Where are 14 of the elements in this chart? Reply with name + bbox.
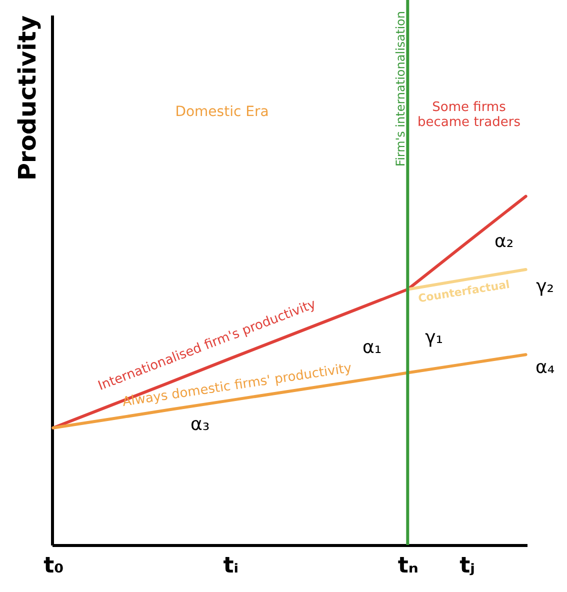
text: α₄ <box>535 357 555 378</box>
x-tick-label: t₀ <box>44 554 64 578</box>
text: Domestic Era <box>175 104 269 120</box>
annotation: α₁ <box>362 337 382 358</box>
annotation: α₃ <box>190 414 210 435</box>
x-tick-label: tⱼ <box>460 554 475 578</box>
annotation: γ₁ <box>425 327 443 348</box>
ref-line-label: Firm's internationalisation <box>394 11 408 166</box>
annotation: α₂ <box>494 231 514 252</box>
x-tick-label: tₙ <box>398 554 418 578</box>
text: γ₂ <box>536 276 554 297</box>
y-axis-title: Productivity <box>14 15 42 181</box>
text: Some firms became traders <box>418 100 521 130</box>
x-tick-label: tᵢ <box>223 554 239 578</box>
